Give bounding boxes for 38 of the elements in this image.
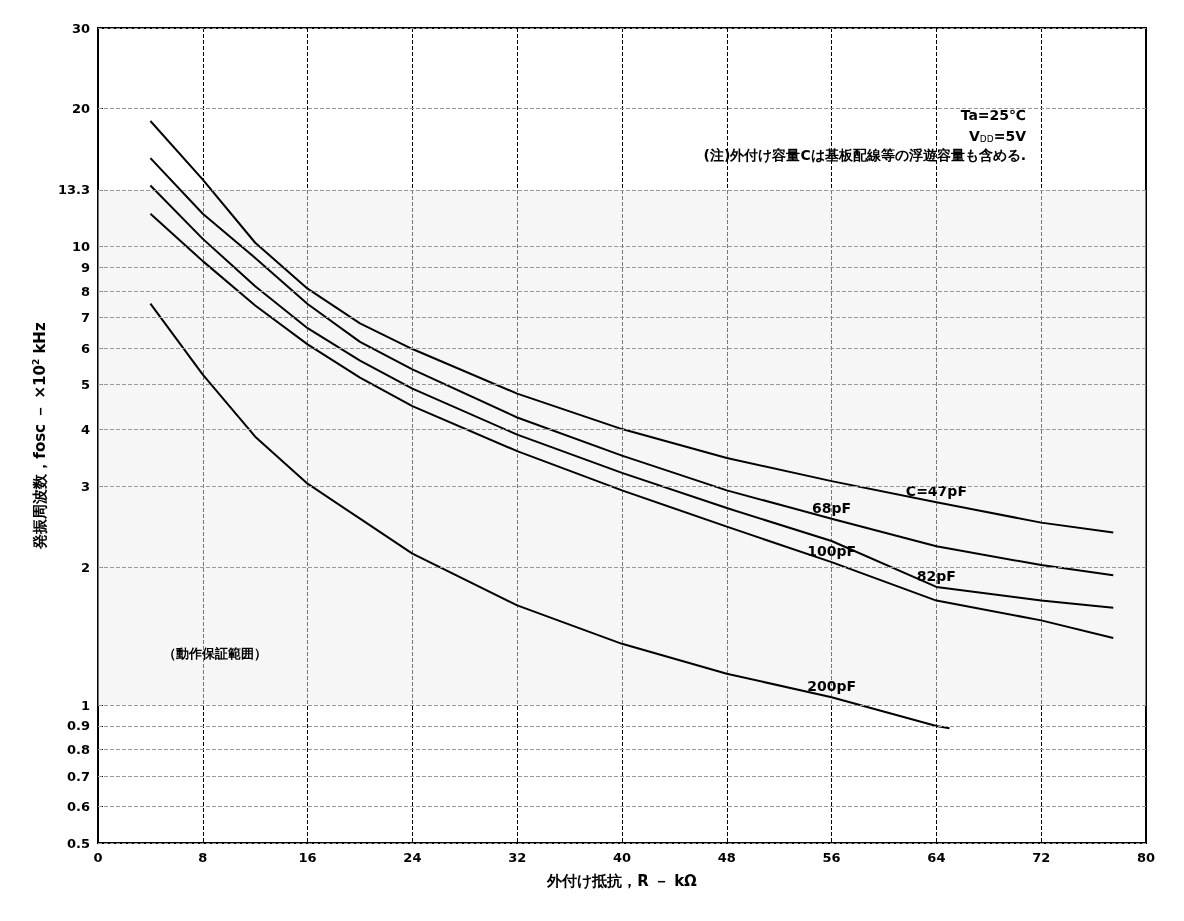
x-tick-label: 0 xyxy=(93,850,103,865)
y-tick-label: 30 xyxy=(71,20,90,36)
y-tick-label: 3 xyxy=(80,478,90,494)
series-label: 82pF xyxy=(916,567,956,584)
y-tick-label: 0.7 xyxy=(66,768,90,784)
x-tick-label: 56 xyxy=(822,850,841,865)
x-tick-label: 72 xyxy=(1032,850,1051,865)
y-tick-label: 9 xyxy=(80,260,90,276)
y-tick-label: 10 xyxy=(71,239,90,255)
x-tick-label: 48 xyxy=(717,850,736,865)
x-tick-label: 8 xyxy=(198,850,208,865)
y-tick-label: 0.8 xyxy=(66,741,90,757)
series-label: 68pF xyxy=(812,499,852,516)
annotation: Ta=25℃ xyxy=(960,107,1027,123)
x-tick-label: 24 xyxy=(403,850,422,865)
y-tick-label: 2 xyxy=(80,559,90,575)
y-tick-label: 0.9 xyxy=(66,718,90,734)
x-tick-label: 80 xyxy=(1136,850,1156,865)
x-tick-label: 32 xyxy=(508,850,527,865)
y-tick-label: 13.3 xyxy=(57,182,90,198)
series-label: 200pF xyxy=(807,678,857,695)
y-tick-label: 4 xyxy=(80,421,90,437)
y-tick-label: 6 xyxy=(80,340,90,356)
series-label: 100pF xyxy=(807,543,857,560)
y-tick-label: 20 xyxy=(71,101,90,117)
y-tick-label: 5 xyxy=(80,377,90,393)
y-tick-label: 8 xyxy=(80,283,90,299)
y-tick-label: 0.6 xyxy=(66,799,90,815)
x-tick-label: 16 xyxy=(298,850,317,865)
x-tick-label: 64 xyxy=(927,850,946,865)
annotation: VDD=5V xyxy=(969,127,1027,144)
y-tick-label: 0.5 xyxy=(66,835,90,851)
x-axis-title: 外付け抵抗，R － kΩ xyxy=(546,871,698,890)
y-tick-label: 1 xyxy=(80,697,90,713)
band-label: （動作保証範囲） xyxy=(163,646,267,662)
y-tick-label: 7 xyxy=(80,310,90,326)
y-axis-title: 発振周波数，fosc － ×102 kHz xyxy=(30,322,49,550)
x-tick-label: 40 xyxy=(612,850,632,865)
